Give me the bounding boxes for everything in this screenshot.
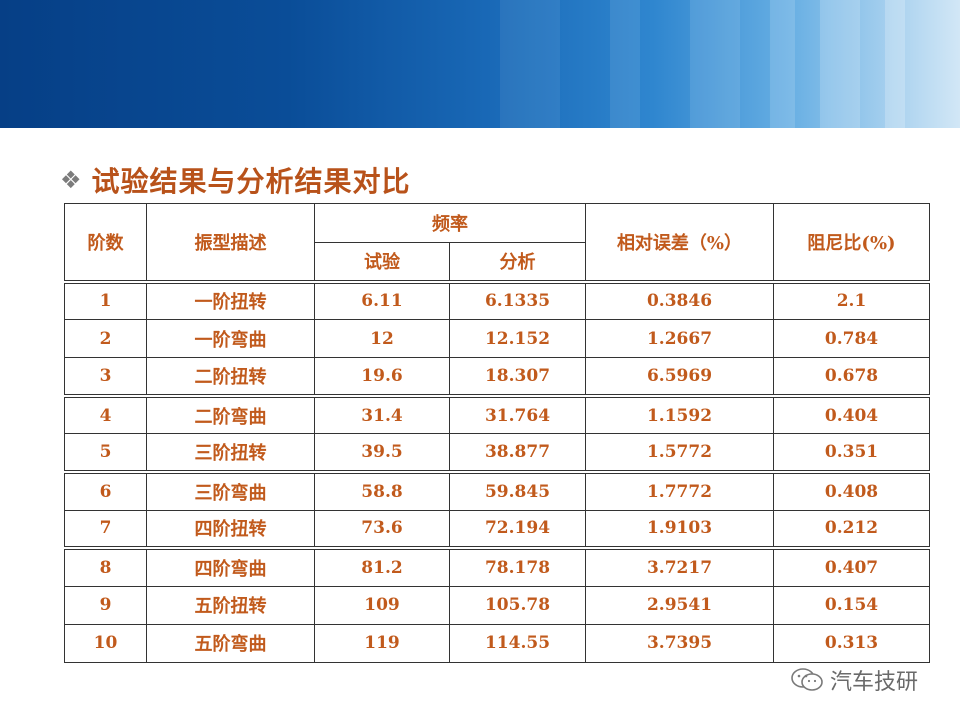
- table-row: 7 四阶扭转 73.6 72.194 1.9103 0.212: [64, 509, 930, 549]
- header-mode: 振型描述: [146, 203, 315, 282]
- header-analysis: 分析: [449, 242, 586, 282]
- table-row: 3 二阶扭转 19.6 18.307 6.5969 0.678: [64, 357, 930, 397]
- cell-test: 58.8: [314, 469, 450, 511]
- header-order: 阶数: [64, 203, 147, 282]
- cell-test: 19.6: [314, 357, 450, 397]
- cell-error: 3.7395: [585, 623, 774, 664]
- cell-mode: 三阶弯曲: [146, 469, 315, 511]
- cell-order: 2: [64, 319, 147, 359]
- cell-error: 1.7772: [585, 469, 774, 511]
- cell-analysis: 18.307: [449, 357, 586, 397]
- cell-damping: 0.784: [773, 319, 930, 359]
- table-row: 10 五阶弯曲 119 114.55 3.7395 0.313: [64, 623, 930, 664]
- cell-mode: 五阶弯曲: [146, 623, 315, 664]
- cell-mode: 一阶扭转: [146, 279, 315, 321]
- table-row: 1 一阶扭转 6.11 6.1335 0.3846 2.1: [64, 279, 930, 321]
- table-row: 5 三阶扭转 39.5 38.877 1.5772 0.351: [64, 433, 930, 473]
- cell-damping: 0.154: [773, 585, 930, 625]
- cell-damping: 0.313: [773, 623, 930, 664]
- cell-error: 3.7217: [585, 546, 774, 587]
- cell-error: 6.5969: [585, 357, 774, 397]
- cell-error: 0.3846: [585, 279, 774, 321]
- cell-order: 5: [64, 433, 147, 473]
- cell-damping: 0.407: [773, 546, 930, 587]
- watermark: 汽车技研: [790, 664, 918, 696]
- cell-damping: 2.1: [773, 279, 930, 321]
- cell-error: 1.1592: [585, 393, 774, 435]
- cell-mode: 四阶扭转: [146, 509, 315, 549]
- cell-order: 8: [64, 546, 147, 587]
- cell-order: 3: [64, 357, 147, 397]
- cell-error: 1.5772: [585, 433, 774, 473]
- cell-test: 109: [314, 585, 450, 625]
- cell-analysis: 31.764: [449, 393, 586, 435]
- wechat-icon: [791, 668, 823, 691]
- cell-analysis: 38.877: [449, 433, 586, 473]
- cell-order: 7: [64, 509, 147, 549]
- cell-order: 10: [64, 623, 147, 664]
- page-title: 试验结果与分析结果对比: [91, 165, 411, 198]
- results-table: 阶数 振型描述 频率 相对误差（%） 阻尼比(%) 试验 分析 1 一阶扭转 6.1…: [64, 203, 930, 664]
- cell-damping: 0.678: [773, 357, 930, 397]
- cell-order: 9: [64, 585, 147, 625]
- cell-mode: 二阶扭转: [146, 357, 315, 397]
- cell-order: 4: [64, 393, 147, 435]
- table-row: 6 三阶弯曲 58.8 59.845 1.7772 0.408: [64, 469, 930, 511]
- cell-damping: 0.351: [773, 433, 930, 473]
- cell-test: 73.6: [314, 509, 450, 549]
- watermark-text: 汽车技研: [830, 670, 919, 695]
- cell-mode: 一阶弯曲: [146, 319, 315, 359]
- cell-order: 6: [64, 469, 147, 511]
- header-damping: 阻尼比(%): [773, 203, 930, 282]
- cell-error: 2.9541: [585, 585, 774, 625]
- cell-damping: 0.404: [773, 393, 930, 435]
- cell-test: 119: [314, 623, 450, 664]
- cell-order: 1: [64, 279, 147, 321]
- table-row: 4 二阶弯曲 31.4 31.764 1.1592 0.404: [64, 393, 930, 435]
- cell-damping: 0.408: [773, 469, 930, 511]
- cell-mode: 三阶扭转: [146, 433, 315, 473]
- cell-test: 39.5: [314, 433, 450, 473]
- cell-analysis: 105.78: [449, 585, 586, 625]
- header-error: 相对误差（%）: [585, 203, 774, 282]
- title-row: ❖ 试验结果与分析结果对比: [60, 160, 411, 200]
- cell-analysis: 78.178: [449, 546, 586, 587]
- cell-test: 12: [314, 319, 450, 359]
- cell-error: 1.2667: [585, 319, 774, 359]
- cell-mode: 四阶弯曲: [146, 546, 315, 587]
- cell-test: 6.11: [314, 279, 450, 321]
- table-row: 2 一阶弯曲 12 12.152 1.2667 0.784: [64, 319, 930, 359]
- cell-analysis: 72.194: [449, 509, 586, 549]
- header-frequency: 频率: [314, 203, 586, 243]
- cell-analysis: 114.55: [449, 623, 586, 664]
- cell-test: 81.2: [314, 546, 450, 587]
- cell-test: 31.4: [314, 393, 450, 435]
- cell-damping: 0.212: [773, 509, 930, 549]
- cell-error: 1.9103: [585, 509, 774, 549]
- table-row: 9 五阶扭转 109 105.78 2.9541 0.154: [64, 585, 930, 625]
- bullet-diamond-icon: ❖: [60, 166, 82, 194]
- cell-mode: 二阶弯曲: [146, 393, 315, 435]
- cell-analysis: 6.1335: [449, 279, 586, 321]
- table-row: 8 四阶弯曲 81.2 78.178 3.7217 0.407: [64, 546, 930, 587]
- header-banner: [0, 0, 960, 128]
- cell-analysis: 59.845: [449, 469, 586, 511]
- cell-mode: 五阶扭转: [146, 585, 315, 625]
- cell-analysis: 12.152: [449, 319, 586, 359]
- header-test: 试验: [314, 242, 450, 282]
